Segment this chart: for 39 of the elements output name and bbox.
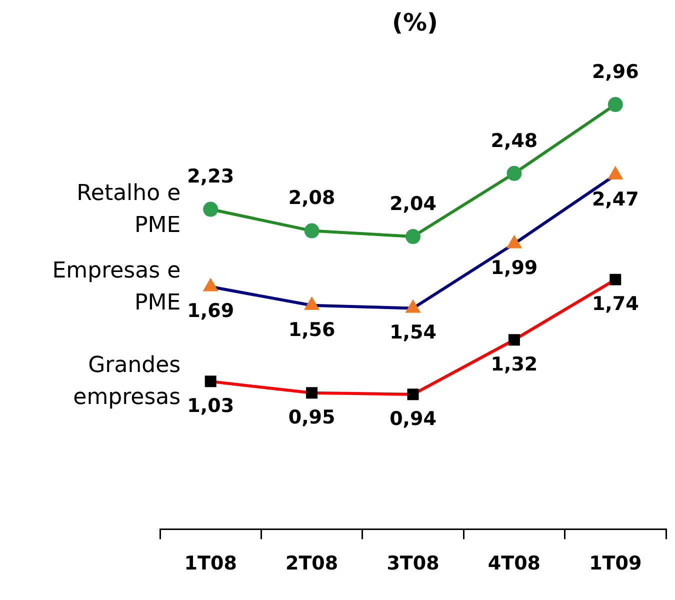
data-label: 1,74 [592,293,639,316]
x-tick-label: 2T08 [285,552,338,575]
data-label: 2,04 [390,192,436,215]
x-tick-label: 3T08 [386,552,440,575]
data-label: 1,54 [390,322,436,344]
data-label: 1,03 [187,394,234,417]
point [610,274,622,286]
data-label: 2,23 [187,166,234,188]
data-label: 2,08 [288,187,336,210]
data-label: 2,48 [490,130,538,152]
series-label: Empresas e PME [52,258,181,316]
data-label: 2,47 [592,188,639,210]
point [204,279,218,292]
chart-title: (%) [392,8,438,37]
data-label: 1,32 [490,353,538,376]
x-tick-label: 4T08 [488,552,541,575]
point [306,387,318,399]
point [508,236,521,248]
series-label: Retalho e PME [76,180,181,238]
series-label: Grandes empresas [73,353,181,410]
point [406,300,420,313]
point [407,388,419,400]
point [204,376,216,388]
data-label: 0,95 [288,406,336,428]
point [406,229,420,244]
point [608,97,623,112]
data-label: 1,99 [490,257,538,280]
point [506,166,522,181]
point [608,167,622,180]
x-tick-label: 1T08 [184,552,237,575]
point [305,298,318,310]
x-tick-label: 1T09 [589,552,642,575]
point [203,202,218,217]
data-label: 0,94 [390,408,436,430]
data-label: 2,96 [592,60,639,83]
point [304,223,320,238]
data-label: 1,56 [288,318,336,341]
point [508,334,520,346]
data-label: 1,69 [187,300,234,322]
